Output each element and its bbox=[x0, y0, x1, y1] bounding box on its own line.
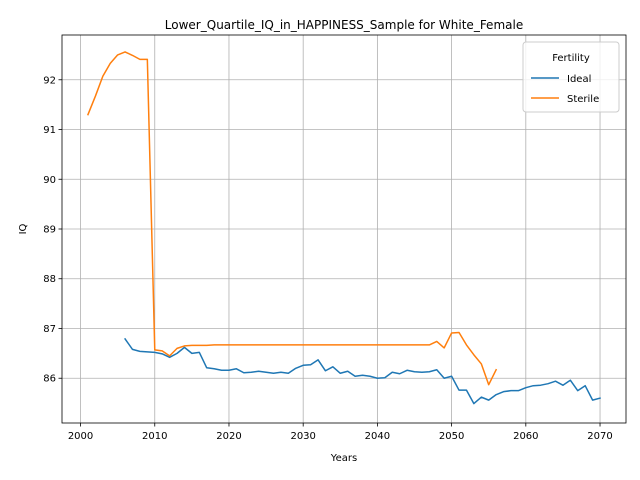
y-tick-label: 88 bbox=[43, 274, 56, 285]
legend-label-ideal: Ideal bbox=[567, 74, 591, 85]
x-tick-label: 2060 bbox=[513, 431, 538, 442]
x-axis-label: Years bbox=[330, 453, 357, 464]
series-line-ideal bbox=[124, 337, 601, 405]
x-tick-label: 2000 bbox=[68, 431, 93, 442]
x-tick-label: 2030 bbox=[290, 431, 315, 442]
series-line-sterile bbox=[86, 51, 498, 386]
legend-title: Fertility bbox=[552, 53, 590, 64]
x-tick-label: 2020 bbox=[216, 431, 241, 442]
x-axis: 2000 2010 2020 2030 2040 2050 2060 2070 bbox=[68, 423, 613, 442]
x-tick-label: 2040 bbox=[365, 431, 390, 442]
y-tick-label: 89 bbox=[43, 225, 56, 236]
x-tick-label: 2070 bbox=[587, 431, 612, 442]
x-tick-label: 2050 bbox=[439, 431, 464, 442]
y-axis: 86 87 88 89 90 91 92 bbox=[43, 75, 62, 385]
chart-title: Lower_Quartile_IQ_in_HAPPINESS_Sample fo… bbox=[165, 18, 523, 32]
y-axis-label: IQ bbox=[18, 223, 29, 234]
y-tick-label: 90 bbox=[43, 175, 56, 186]
x-tick-label: 2010 bbox=[142, 431, 167, 442]
y-tick-label: 92 bbox=[43, 75, 56, 86]
legend: Fertility Ideal Sterile bbox=[522, 41, 620, 113]
y-tick-label: 86 bbox=[43, 374, 56, 385]
legend-label-sterile: Sterile bbox=[567, 94, 599, 105]
series-layer bbox=[86, 51, 601, 405]
y-tick-label: 91 bbox=[43, 125, 56, 136]
legend-box bbox=[522, 41, 620, 113]
y-tick-label: 87 bbox=[43, 324, 56, 335]
